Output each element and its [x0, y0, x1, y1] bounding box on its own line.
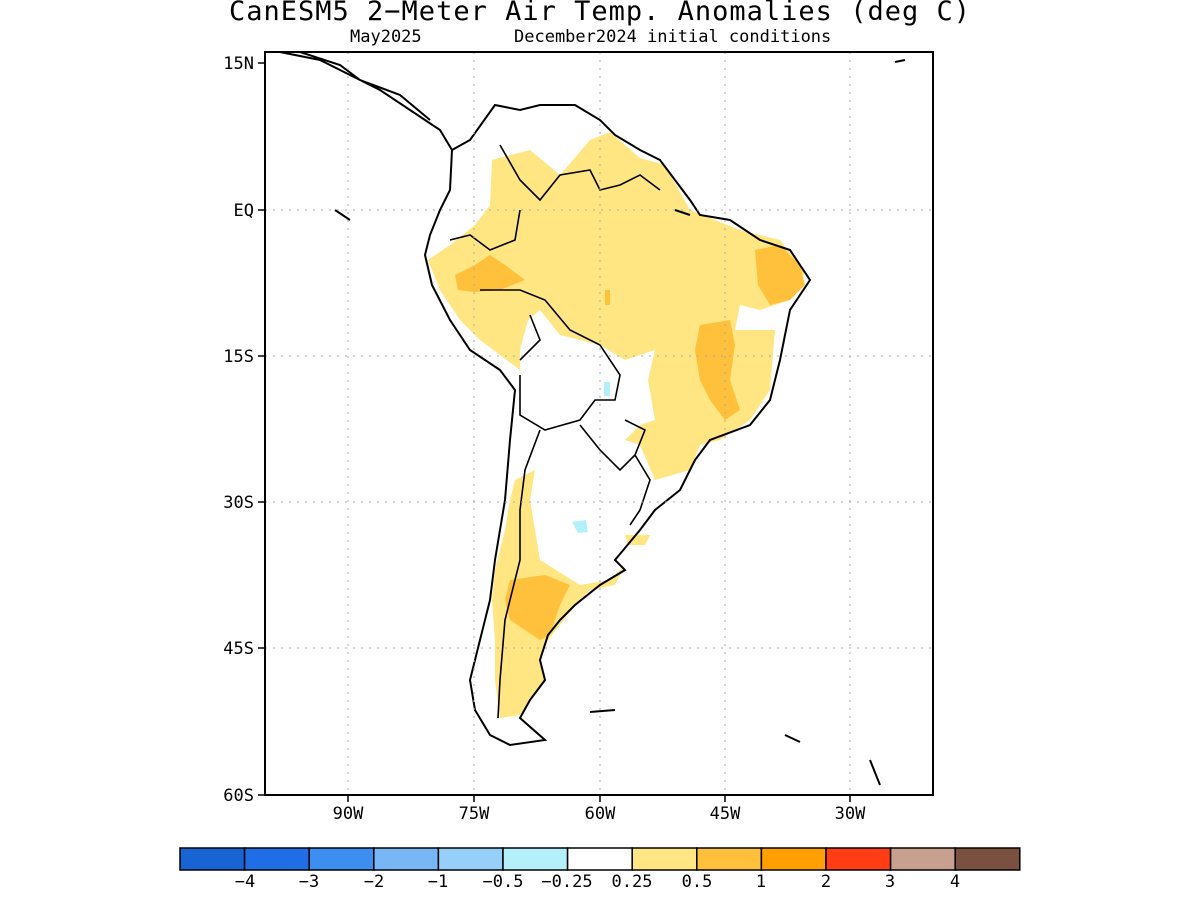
colorbar-swatch — [437, 847, 504, 871]
colorbar-label: 1 — [756, 872, 766, 892]
islands — [334, 59, 906, 786]
longitude-labels: 90W 75W 60W 45W 30W — [333, 804, 866, 824]
coastlines — [279, 52, 906, 786]
colorbar-swatch — [179, 847, 246, 871]
anomaly-moderate-patagonia — [505, 575, 570, 640]
lon-label: 45W — [710, 804, 741, 824]
colorbar-swatch — [373, 847, 440, 871]
colorbar-swatch — [502, 847, 569, 871]
colorbar-swatch — [308, 847, 375, 871]
colorbar-swatch — [760, 847, 827, 871]
lat-label: 15S — [223, 347, 254, 367]
anomaly-moderate-ne-brazil — [755, 245, 805, 305]
colorbar-swatch — [825, 847, 892, 871]
colorbar-swatch — [631, 847, 698, 871]
anomaly-region-north — [428, 132, 805, 480]
country-borders — [449, 144, 661, 719]
map-fill-layer — [428, 132, 805, 718]
lat-label: EQ — [234, 201, 254, 221]
colorbar-swatch — [696, 847, 763, 871]
forecast-month: May2025 — [350, 27, 422, 47]
latitude-labels: 15N EQ 15S 30S 45S 60S — [223, 54, 254, 806]
central-america-coastline — [279, 52, 453, 151]
anomaly-cool-bolivia — [604, 382, 610, 396]
colorbar-label: −0.5 — [483, 872, 524, 892]
colorbar-label: 0.5 — [682, 872, 713, 892]
colorbar-swatch — [243, 847, 310, 871]
lat-label: 30S — [223, 493, 254, 513]
lon-label: 75W — [459, 804, 490, 824]
colorbar-label: −2 — [364, 872, 384, 892]
south-america-coastline — [423, 103, 812, 747]
colorbar-swatch — [954, 847, 1021, 871]
colorbar-label: −0.25 — [541, 872, 592, 892]
anomaly-moderate-central-brazil — [695, 320, 740, 420]
anomaly-region-uruguay — [625, 535, 650, 545]
colorbar-label: −1 — [428, 872, 448, 892]
initial-conditions: December2024 initial conditions — [514, 27, 832, 47]
colorbar-swatch — [889, 847, 956, 871]
colorbar-labels: −4 −3 −2 −1 −0.5 −0.25 0.25 0.5 1 2 3 4 — [235, 872, 960, 892]
lat-label: 45S — [223, 639, 254, 659]
colorbar-label: −3 — [299, 872, 319, 892]
map-title: CanESM5 2−Meter Air Temp. Anomalies (deg… — [229, 0, 971, 27]
lon-label: 60W — [585, 804, 616, 824]
colorbar-label: 3 — [885, 872, 895, 892]
anomaly-cool-argentina — [572, 520, 588, 533]
lat-label: 60S — [223, 786, 254, 806]
colorbar — [179, 847, 1021, 871]
colorbar-label: 2 — [821, 872, 831, 892]
lon-label: 30W — [835, 804, 866, 824]
anomaly-moderate-small — [605, 290, 610, 305]
plot-frame — [264, 51, 934, 796]
axis-ticks — [258, 62, 851, 802]
colorbar-label: 4 — [950, 872, 960, 892]
colorbar-swatch — [566, 847, 633, 871]
anomaly-moderate-peru — [455, 255, 525, 292]
colorbar-label: −4 — [235, 872, 255, 892]
lon-label: 90W — [333, 804, 364, 824]
colorbar-label: 0.25 — [612, 872, 653, 892]
lat-label: 15N — [223, 54, 254, 74]
